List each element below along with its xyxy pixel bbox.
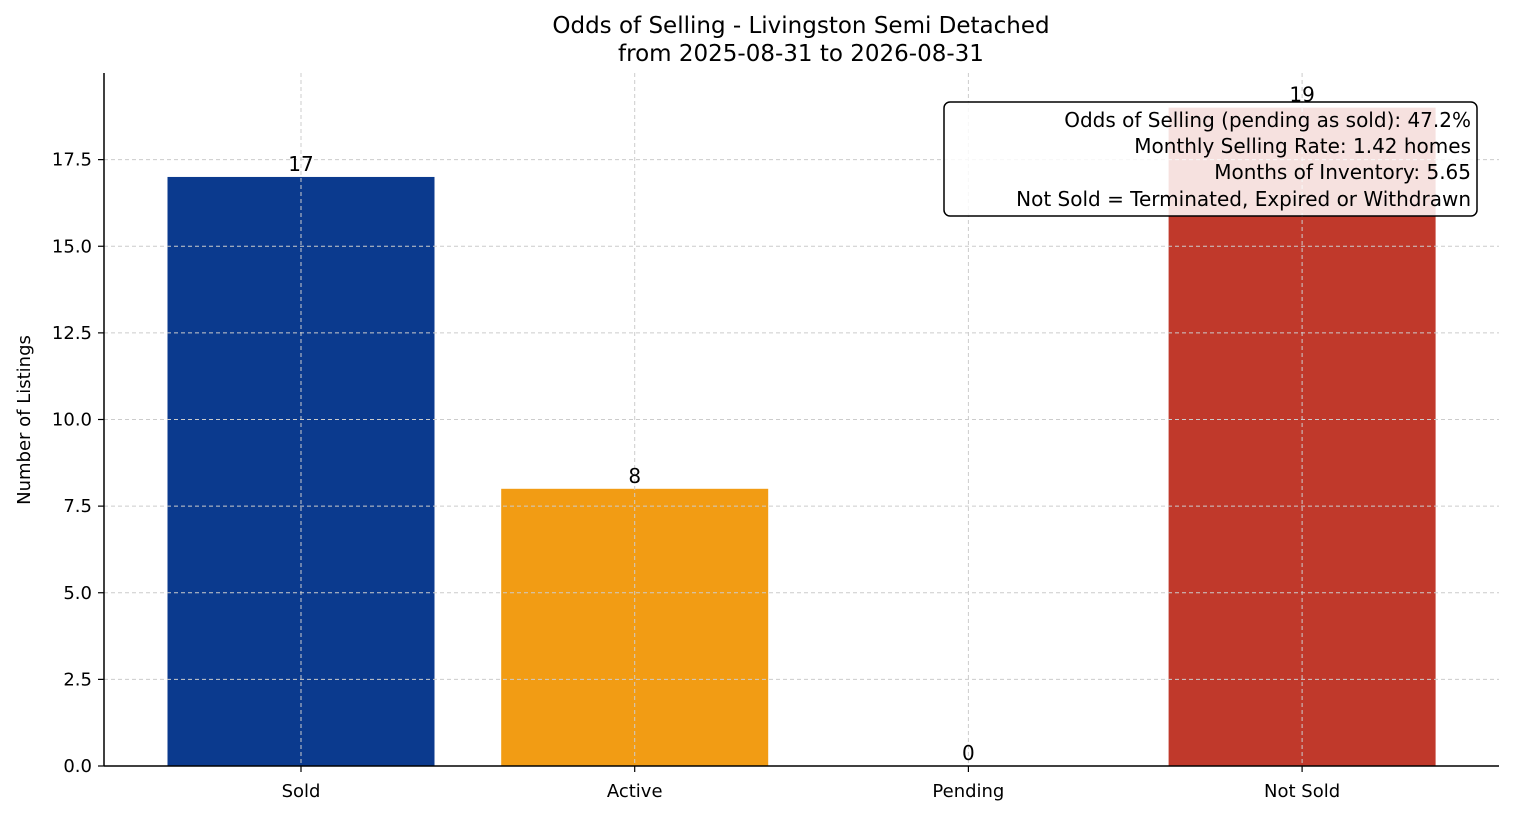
annotation-line-not-sold-definition: Not Sold = Terminated, Expired or Withdr…	[1016, 187, 1471, 211]
y-tick-label: 12.5	[52, 323, 92, 344]
data-label: 17	[288, 152, 313, 176]
annotation-line-selling-rate: Monthly Selling Rate: 1.42 homes	[1134, 134, 1471, 158]
y-tick-label: 15.0	[52, 236, 92, 257]
data-label: 0	[962, 741, 975, 765]
y-tick-label: 5.0	[63, 583, 92, 604]
x-tick-label: Active	[607, 781, 663, 802]
y-tick-label: 2.5	[63, 669, 92, 690]
x-tick-label: Pending	[932, 781, 1004, 802]
y-tick-label: 10.0	[52, 410, 92, 431]
chart-title: Odds of Selling - Livingston Semi Detach…	[552, 13, 1049, 39]
y-tick-label: 17.5	[52, 150, 92, 171]
y-axis-label: Number of Listings	[14, 335, 35, 505]
annotation-box-frame	[943, 101, 1478, 217]
annotation-line-odds: Odds of Selling (pending as sold): 47.2%	[1064, 108, 1471, 132]
axes: 0.0 2.5 5.0 7.5 10.0 12.5 15.0 17.5 Sold Active Pe…	[52, 73, 1499, 802]
x-tick-label: Sold	[282, 781, 321, 802]
bar-sold	[167, 176, 435, 766]
x-tick-label: Not Sold	[1264, 781, 1340, 802]
annotation-line-inventory: Months of Inventory: 5.65	[1214, 160, 1471, 184]
y-tick-label: 0.0	[63, 756, 92, 777]
data-label: 8	[628, 464, 641, 488]
y-tick-label: 7.5	[63, 496, 92, 517]
chart-subtitle: from 2025-08-31 to 2026-08-31	[618, 41, 984, 67]
stats-annotation-box: Odds of Selling (pending as sold): 47.2%…	[943, 101, 1478, 217]
